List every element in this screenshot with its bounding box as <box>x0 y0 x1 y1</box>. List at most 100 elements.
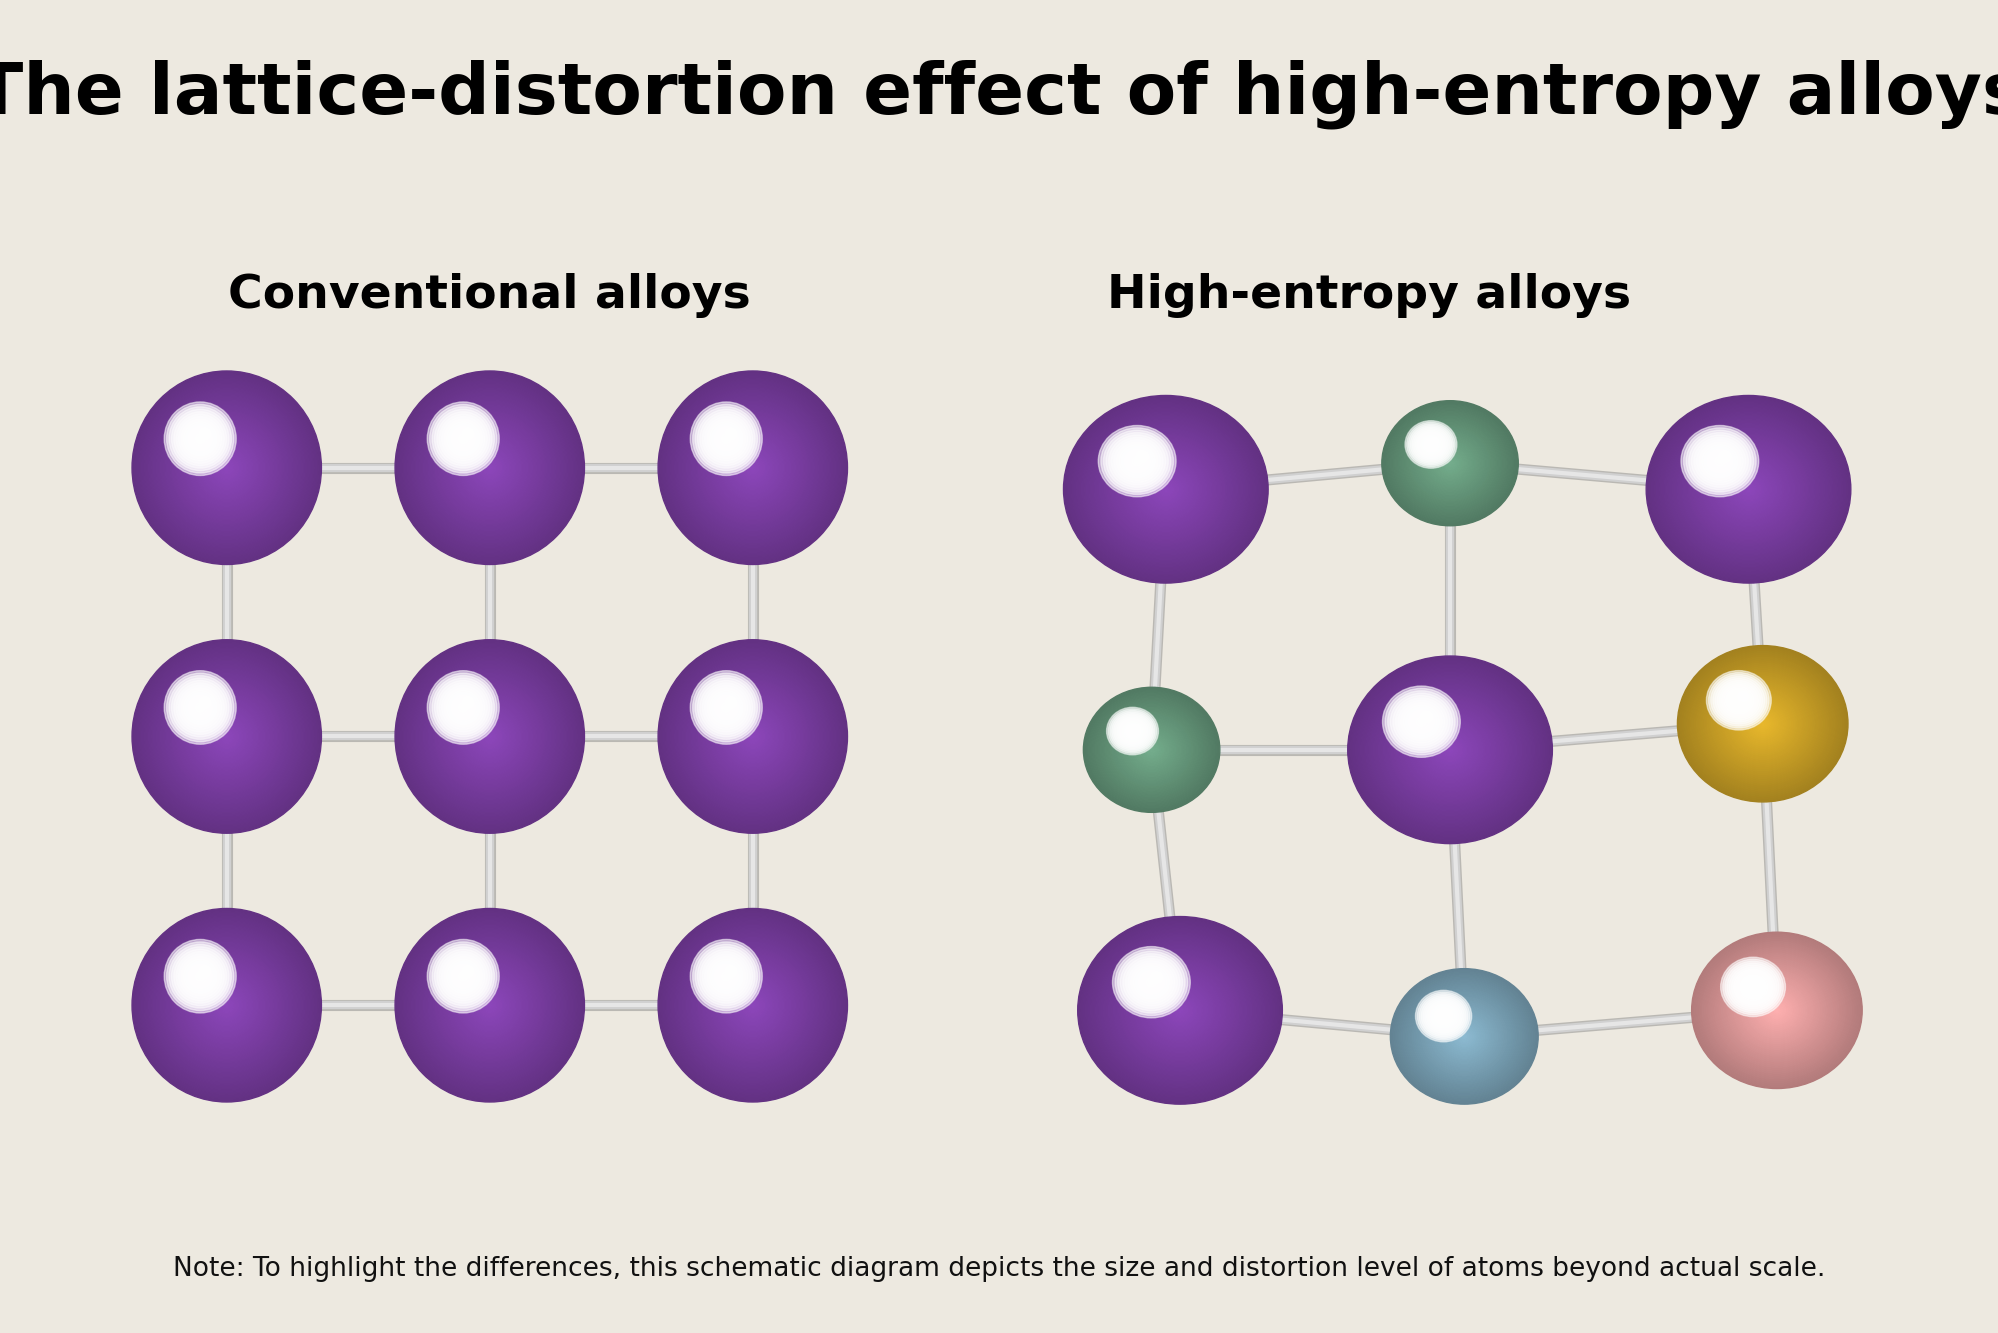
Ellipse shape <box>180 688 274 785</box>
Ellipse shape <box>452 429 527 507</box>
Ellipse shape <box>679 393 825 543</box>
Ellipse shape <box>466 712 513 761</box>
Ellipse shape <box>1127 961 1175 1004</box>
Ellipse shape <box>1415 432 1483 495</box>
Ellipse shape <box>1746 981 1758 993</box>
Ellipse shape <box>1409 425 1491 501</box>
Ellipse shape <box>1391 411 1506 516</box>
Ellipse shape <box>1730 968 1774 1006</box>
Ellipse shape <box>679 930 825 1080</box>
Ellipse shape <box>174 415 278 521</box>
Ellipse shape <box>685 669 819 804</box>
Ellipse shape <box>174 949 226 1004</box>
Ellipse shape <box>400 913 579 1097</box>
Ellipse shape <box>709 690 743 725</box>
Ellipse shape <box>1449 1022 1479 1050</box>
Ellipse shape <box>1744 978 1760 994</box>
Ellipse shape <box>709 421 743 456</box>
Text: Conventional alloys: Conventional alloys <box>228 273 751 319</box>
Ellipse shape <box>749 1002 755 1008</box>
Ellipse shape <box>701 415 749 463</box>
Ellipse shape <box>198 976 256 1034</box>
Ellipse shape <box>1684 653 1838 794</box>
Ellipse shape <box>1752 989 1800 1032</box>
Ellipse shape <box>454 432 525 504</box>
Ellipse shape <box>1105 708 1197 792</box>
Ellipse shape <box>663 645 843 828</box>
Ellipse shape <box>1121 721 1181 778</box>
Ellipse shape <box>136 645 316 828</box>
Ellipse shape <box>1750 714 1772 733</box>
Ellipse shape <box>140 379 314 557</box>
Ellipse shape <box>414 659 565 814</box>
Ellipse shape <box>1101 431 1229 548</box>
Ellipse shape <box>192 969 262 1041</box>
Ellipse shape <box>1393 698 1506 801</box>
Ellipse shape <box>733 986 771 1025</box>
Ellipse shape <box>1153 477 1179 501</box>
Ellipse shape <box>1722 686 1802 761</box>
Ellipse shape <box>713 964 737 989</box>
Ellipse shape <box>1429 730 1471 769</box>
Ellipse shape <box>428 940 500 1013</box>
Ellipse shape <box>1361 668 1538 832</box>
Ellipse shape <box>709 424 795 512</box>
Ellipse shape <box>707 957 745 996</box>
Ellipse shape <box>1397 700 1445 742</box>
Ellipse shape <box>671 922 833 1088</box>
Ellipse shape <box>182 957 220 996</box>
Ellipse shape <box>398 373 581 563</box>
Ellipse shape <box>1758 720 1766 728</box>
Ellipse shape <box>1397 701 1502 798</box>
Ellipse shape <box>1131 724 1139 732</box>
Ellipse shape <box>681 933 823 1078</box>
Ellipse shape <box>667 918 837 1092</box>
Ellipse shape <box>1133 459 1199 520</box>
Ellipse shape <box>1684 431 1752 492</box>
Ellipse shape <box>1097 427 1235 553</box>
Ellipse shape <box>701 682 749 732</box>
Ellipse shape <box>1115 443 1157 480</box>
Ellipse shape <box>1419 435 1481 492</box>
Ellipse shape <box>408 921 571 1090</box>
Ellipse shape <box>701 952 749 1001</box>
Ellipse shape <box>719 700 733 714</box>
Ellipse shape <box>1095 698 1207 801</box>
Ellipse shape <box>1708 455 1786 524</box>
Ellipse shape <box>172 412 282 524</box>
Ellipse shape <box>398 910 581 1100</box>
Ellipse shape <box>695 676 757 740</box>
Ellipse shape <box>1726 690 1748 710</box>
Ellipse shape <box>1117 445 1215 533</box>
Ellipse shape <box>194 702 260 770</box>
Ellipse shape <box>218 726 236 746</box>
Ellipse shape <box>428 403 500 476</box>
Ellipse shape <box>743 996 761 1014</box>
Ellipse shape <box>1389 407 1510 520</box>
Ellipse shape <box>1147 473 1183 505</box>
Ellipse shape <box>1706 452 1788 527</box>
Ellipse shape <box>1694 440 1802 539</box>
Ellipse shape <box>1722 686 1752 714</box>
Ellipse shape <box>1397 976 1530 1097</box>
Ellipse shape <box>478 993 501 1017</box>
Ellipse shape <box>1109 435 1165 488</box>
Ellipse shape <box>454 966 474 986</box>
Ellipse shape <box>659 373 845 563</box>
Ellipse shape <box>1453 1026 1475 1046</box>
Ellipse shape <box>1706 673 1818 774</box>
Ellipse shape <box>1143 974 1159 989</box>
Ellipse shape <box>669 921 835 1090</box>
Ellipse shape <box>488 465 492 471</box>
Ellipse shape <box>440 685 539 788</box>
Ellipse shape <box>681 395 823 540</box>
Ellipse shape <box>1728 965 1776 1009</box>
Ellipse shape <box>440 417 539 519</box>
Ellipse shape <box>725 428 737 440</box>
Ellipse shape <box>1127 726 1137 736</box>
Ellipse shape <box>424 937 555 1073</box>
Ellipse shape <box>1131 730 1171 769</box>
Ellipse shape <box>719 972 785 1040</box>
Ellipse shape <box>194 969 208 984</box>
Ellipse shape <box>1742 978 1810 1041</box>
